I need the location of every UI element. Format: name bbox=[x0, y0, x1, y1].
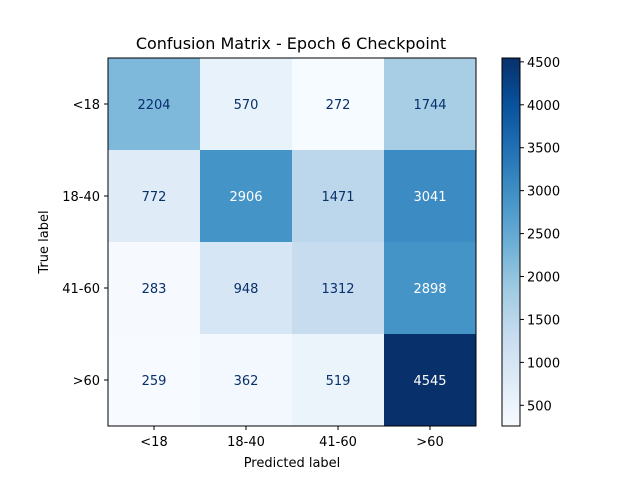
heatmap-cell bbox=[108, 242, 201, 335]
x-axis-ticks: <18 18-40 41-60 >60 bbox=[140, 426, 444, 450]
colorbar-tick-label: 1000 bbox=[527, 356, 560, 371]
cell-value-label: 2906 bbox=[229, 190, 262, 205]
y-tick-label: <18 bbox=[73, 98, 100, 113]
x-tick-label: 41-60 bbox=[319, 435, 357, 450]
cell-value-label: 1744 bbox=[413, 98, 446, 113]
cell-value-label: 3041 bbox=[413, 190, 446, 205]
cell-value-label: 4545 bbox=[413, 374, 446, 389]
cell-value-label: 519 bbox=[326, 374, 351, 389]
x-axis-label: Predicted label bbox=[244, 456, 341, 471]
heatmap-cell-labels: 2204 570 272 1744 772 2906 1471 3041 283 948 1312 2… bbox=[137, 98, 446, 389]
colorbar-tick-label: 4000 bbox=[527, 99, 560, 114]
cell-value-label: 772 bbox=[142, 190, 167, 205]
colorbar-tick-label: 4500 bbox=[527, 56, 560, 71]
cell-value-label: 1312 bbox=[321, 282, 354, 297]
y-tick-label: 41-60 bbox=[62, 282, 100, 297]
heatmap-cell bbox=[200, 58, 293, 151]
cell-value-label: 272 bbox=[326, 98, 351, 113]
cell-value-label: 2204 bbox=[137, 98, 170, 113]
heatmap-cell bbox=[384, 58, 477, 151]
colorbar-tick-label: 1500 bbox=[527, 313, 560, 328]
heatmap-cell bbox=[108, 334, 201, 427]
plot-frame bbox=[107, 57, 477, 427]
heatmap-cell bbox=[384, 334, 477, 427]
y-tick-label: 18-40 bbox=[62, 190, 100, 205]
colorbar-tick-label: 2000 bbox=[527, 271, 560, 286]
y-tick-label: >60 bbox=[73, 374, 100, 389]
cell-value-label: 1471 bbox=[321, 190, 354, 205]
x-tick-label: >60 bbox=[416, 435, 443, 450]
colorbar-ticks: 500 1000 1500 2000 2500 3000 3500 4000 4500 bbox=[520, 56, 560, 414]
heatmap-cell bbox=[200, 150, 293, 243]
heatmap-cells bbox=[108, 58, 477, 427]
cell-value-label: 2898 bbox=[413, 282, 446, 297]
heatmap-cell bbox=[384, 242, 477, 335]
heatmap-cell bbox=[292, 334, 385, 427]
heatmap-cell bbox=[108, 58, 201, 151]
colorbar-tick-label: 2500 bbox=[527, 228, 560, 243]
colorbar bbox=[501, 57, 521, 427]
colorbar-tick-label: 500 bbox=[527, 399, 552, 414]
heatmap-cell bbox=[200, 334, 293, 427]
cell-value-label: 259 bbox=[142, 374, 167, 389]
y-axis-label: True label bbox=[37, 210, 52, 274]
heatmap-cell bbox=[292, 150, 385, 243]
cell-value-label: 362 bbox=[234, 374, 259, 389]
cell-value-label: 283 bbox=[142, 282, 167, 297]
heatmap-cell bbox=[292, 58, 385, 151]
heatmap-cell bbox=[384, 150, 477, 243]
colorbar-tick-label: 3500 bbox=[527, 142, 560, 157]
heatmap-cell bbox=[292, 242, 385, 335]
cell-value-label: 948 bbox=[234, 282, 259, 297]
y-axis-ticks: <18 18-40 41-60 >60 bbox=[62, 98, 108, 389]
heatmap-cell bbox=[108, 150, 201, 243]
heatmap-cell bbox=[200, 242, 293, 335]
colorbar-tick-label: 3000 bbox=[527, 185, 560, 200]
x-tick-label: 18-40 bbox=[227, 435, 265, 450]
cell-value-label: 570 bbox=[234, 98, 259, 113]
chart-title: Confusion Matrix - Epoch 6 Checkpoint bbox=[136, 34, 446, 53]
x-tick-label: <18 bbox=[140, 435, 167, 450]
